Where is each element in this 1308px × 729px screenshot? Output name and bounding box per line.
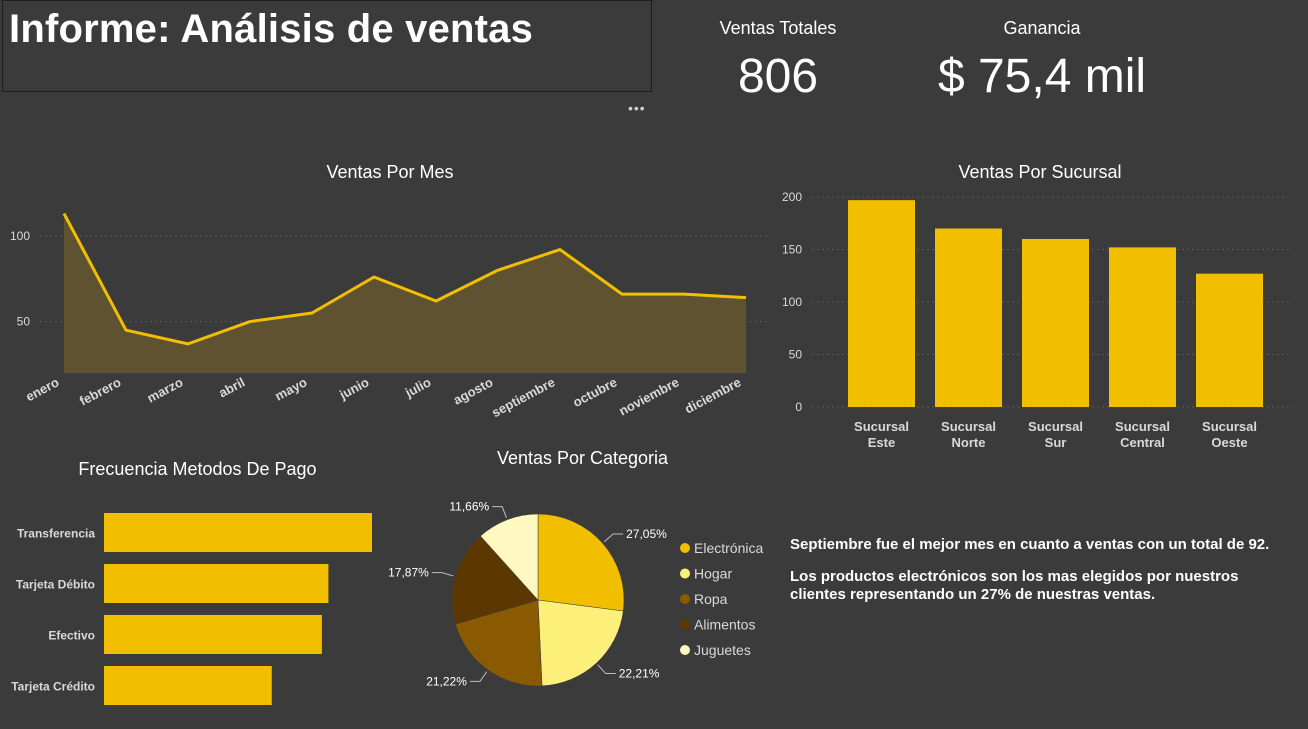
pie-slice — [537, 513, 625, 612]
pie-data-label: 11,66% — [449, 500, 489, 514]
bar-sucursal — [935, 228, 1002, 407]
line-series — [62, 212, 747, 346]
hbar-metodo-pago — [104, 564, 329, 603]
bar-y-tick-label: 0 — [795, 400, 802, 414]
pie-legend-marker — [680, 568, 690, 579]
line-x-tick-label: agosto — [451, 374, 496, 407]
hbar-y-tick-label: Efectivo — [48, 629, 95, 643]
kpi-ventas-totales-label: Ventas Totales — [719, 18, 837, 38]
pie-leader-line — [431, 572, 454, 577]
bar-x-tick-label: Oeste — [1211, 435, 1247, 450]
bar-y-tick-label: 100 — [782, 295, 802, 309]
pie-legend-label: Alimentos — [694, 617, 755, 633]
line-x-tick-label: febrero — [77, 374, 124, 408]
line-x-tick-label: mayo — [272, 374, 309, 403]
bar-sucursal — [848, 200, 915, 407]
bar-sucursal — [1022, 239, 1089, 407]
hbar-y-tick-label: Tarjeta Crédito — [11, 680, 95, 694]
pie-legend-marker — [680, 619, 690, 630]
pie-slice — [480, 513, 539, 601]
bar-x-tick-label: Este — [868, 435, 895, 450]
pie-slice — [455, 599, 543, 687]
pie-slice — [537, 599, 624, 687]
pie-data-label: 27,05% — [626, 527, 667, 541]
pie-leader-line — [469, 671, 488, 682]
line-chart-title: Ventas Por Mes — [326, 162, 454, 182]
pie-legend-label: Hogar — [694, 566, 732, 582]
bar-y-tick-label: 150 — [782, 243, 802, 257]
more-options-icon[interactable]: ••• — [628, 100, 646, 116]
line-x-tick-label: enero — [23, 374, 61, 404]
bar-y-tick-label: 50 — [789, 348, 803, 362]
hbar-chart: Transferencia Tarjeta Débito Efectivo Tarje… — [11, 513, 372, 705]
bar-chart-title: Ventas Por Sucursal — [958, 162, 1122, 182]
pie-data-label: 22,21% — [619, 667, 660, 681]
bar-x-tick-label: Sucursal — [854, 419, 909, 434]
bar-x-tick-label: Sucursal — [1028, 419, 1083, 434]
pie-leader-line — [597, 664, 616, 675]
bar-x-tick-label: Norte — [952, 435, 986, 450]
hbar-y-tick-label: Transferencia — [17, 527, 95, 541]
bar-x-tick-label: Sucursal — [1115, 419, 1170, 434]
insights-text: Septiembre fue el mejor mes en cuanto a … — [790, 536, 1290, 618]
pie-legend-marker — [680, 543, 690, 553]
line-x-tick-label: noviembre — [616, 374, 681, 418]
line-area-fill — [64, 213, 746, 373]
pie-legend-label: Ropa — [694, 591, 728, 607]
pie-leader-line — [492, 506, 507, 519]
pie-chart: 27,05% 22,21% 21,22% 17,87% 11,66% Electrónic… — [388, 500, 763, 689]
pie-chart-title: Ventas Por Categoria — [496, 448, 669, 468]
kpi-ganancia-value: $ 75,4 mil — [937, 50, 1147, 103]
hbar-metodo-pago — [104, 666, 272, 705]
bar-chart: 050100150200SucursalEsteSucursalNorteSuc… — [782, 190, 1290, 450]
kpi-ventas-totales: Ventas Totales 806 — [690, 18, 866, 104]
pie-legend-label: Juguetes — [694, 642, 751, 658]
bar-x-tick-label: Sucursal — [941, 419, 996, 434]
pie-data-label: 21,22% — [426, 674, 467, 688]
line-y-tick-label: 100 — [10, 229, 30, 243]
line-chart: 50 100 enero febrero marzo abril mayo junio juli… — [10, 212, 770, 420]
page-title: Informe: Análisis de ventas — [9, 7, 534, 51]
bar-x-tick-label: Sucursal — [1202, 419, 1257, 434]
hbar-chart-title: Frecuencia Metodos De Pago — [78, 459, 317, 479]
bar-sucursal — [1196, 273, 1263, 407]
pie-legend-marker — [680, 645, 690, 655]
pie-legend-label: Electrónica — [694, 540, 763, 556]
hbar-metodo-pago — [104, 615, 322, 654]
line-x-tick-label: abril — [216, 374, 247, 400]
bar-x-tick-label: Central — [1120, 435, 1165, 450]
line-x-tick-label: marzo — [145, 374, 186, 405]
line-x-tick-label: junio — [336, 374, 371, 402]
pie-data-label: 17,87% — [388, 566, 429, 580]
line-y-tick-label: 50 — [17, 315, 31, 329]
pie-slice — [451, 535, 539, 625]
line-x-tick-label: septiembre — [489, 374, 557, 420]
kpi-ganancia-label: Ganancia — [1003, 18, 1081, 38]
hbar-y-tick-label: Tarjeta Débito — [16, 578, 95, 592]
bar-sucursal — [1109, 247, 1176, 407]
line-x-tick-label: julio — [402, 374, 434, 400]
bar-x-tick-label: Sur — [1045, 435, 1067, 450]
title-box: Informe: Análisis de ventas — [2, 0, 652, 92]
insight-best-month: Septiembre fue el mejor mes en cuanto a … — [790, 536, 1270, 553]
line-x-tick-label: octubre — [570, 374, 619, 410]
kpi-ganancia: Ganancia $ 75,4 mil — [910, 18, 1174, 104]
pie-leader-line — [603, 533, 624, 543]
kpi-ventas-totales-value: 806 — [737, 50, 819, 103]
pie-legend-marker — [680, 594, 690, 604]
insight-top-category: Los productos electrónicos son los mas e… — [790, 568, 1239, 603]
bar-y-tick-label: 200 — [782, 190, 802, 204]
line-x-tick-label: diciembre — [682, 374, 743, 416]
hbar-metodo-pago — [104, 513, 372, 552]
